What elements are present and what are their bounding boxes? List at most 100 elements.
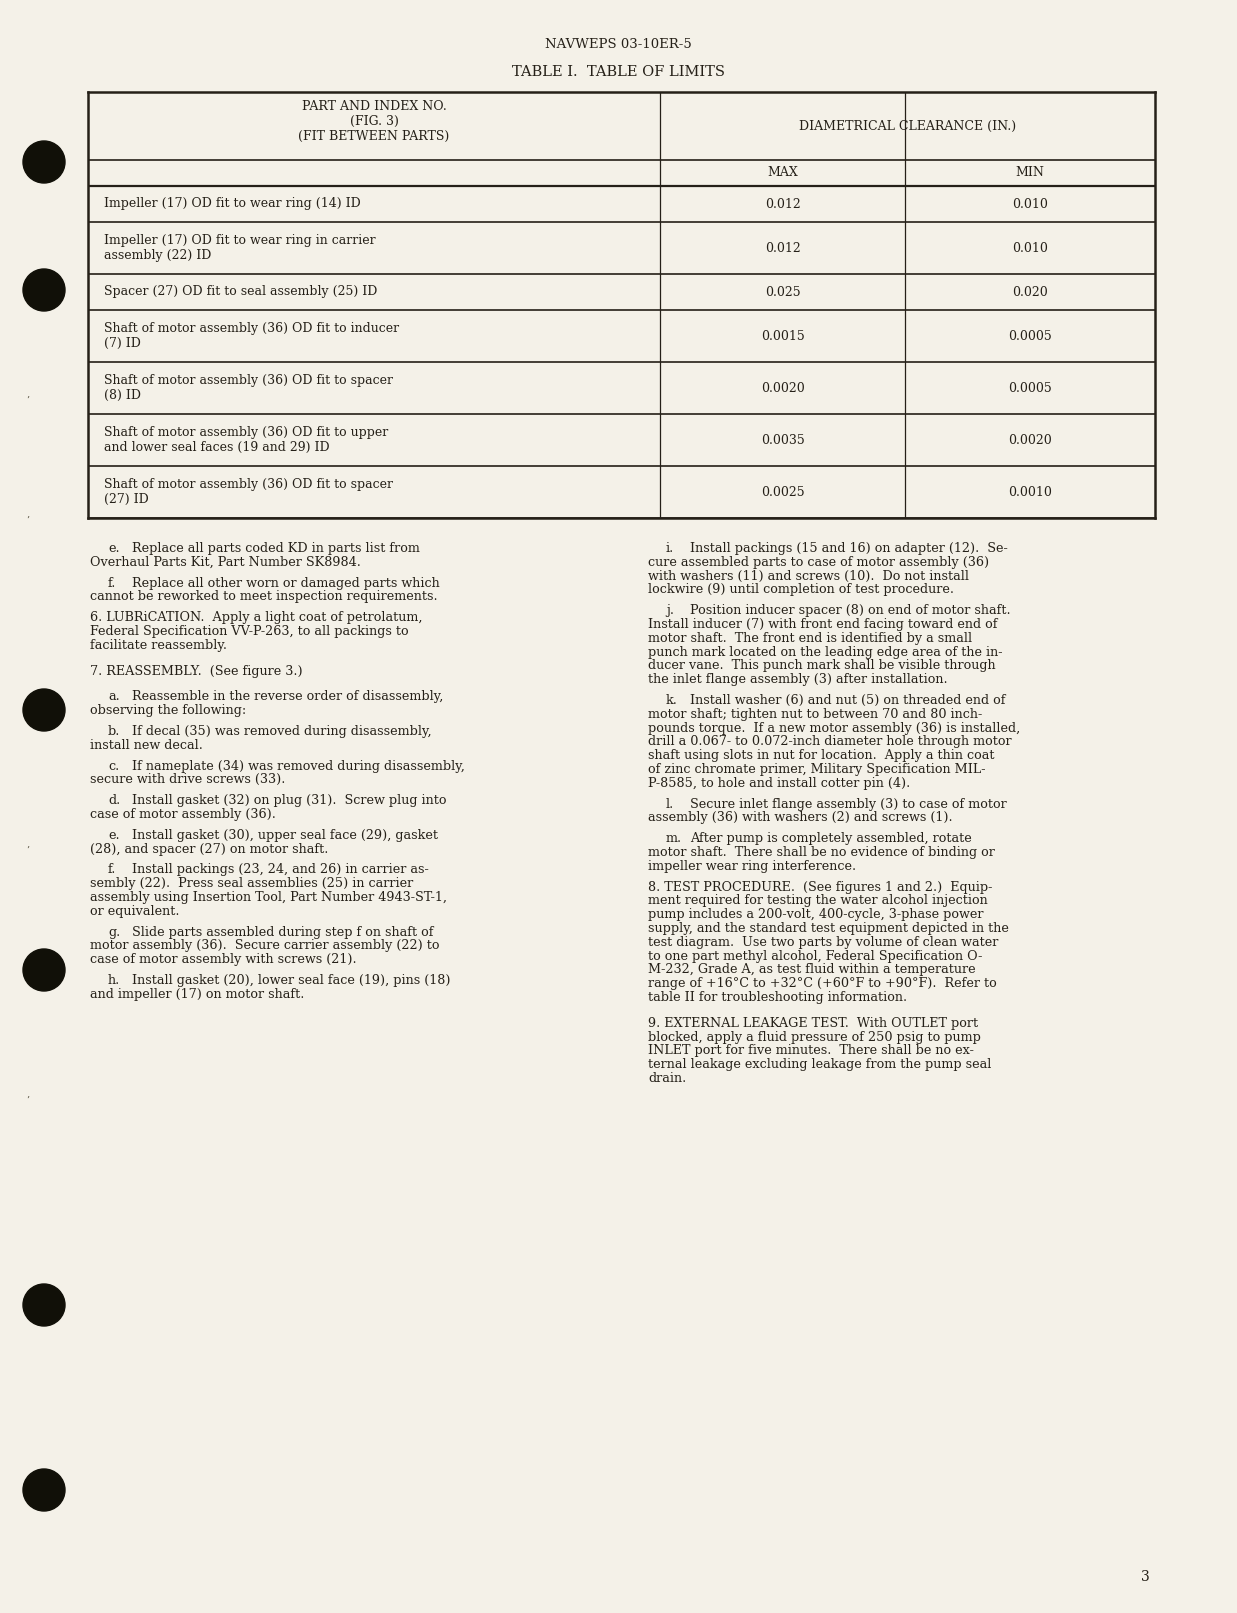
Text: punch mark located on the leading edge area of the in-: punch mark located on the leading edge a…: [648, 645, 1002, 658]
Text: to one part methyl alcohol, Federal Specification O-: to one part methyl alcohol, Federal Spec…: [648, 950, 982, 963]
Text: 9. EXTERNAL LEAKAGE TEST.  With OUTLET port: 9. EXTERNAL LEAKAGE TEST. With OUTLET po…: [648, 1016, 978, 1029]
Text: Impeller (17) OD fit to wear ring (14) ID: Impeller (17) OD fit to wear ring (14) I…: [104, 197, 361, 211]
Text: sembly (22).  Press seal assemblies (25) in carrier: sembly (22). Press seal assemblies (25) …: [90, 877, 413, 890]
Text: Shaft of motor assembly (36) OD fit to upper
and lower seal faces (19 and 29) ID: Shaft of motor assembly (36) OD fit to u…: [104, 426, 388, 453]
Text: e.: e.: [108, 829, 120, 842]
Text: 7. REASSEMBLY.  (See figure 3.): 7. REASSEMBLY. (See figure 3.): [90, 665, 303, 677]
Text: (28), and spacer (27) on motor shaft.: (28), and spacer (27) on motor shaft.: [90, 842, 328, 855]
Text: pump includes a 200-volt, 400-cycle, 3-phase power: pump includes a 200-volt, 400-cycle, 3-p…: [648, 908, 983, 921]
Text: Install gasket (30), upper seal face (29), gasket: Install gasket (30), upper seal face (29…: [132, 829, 438, 842]
Text: ment required for testing the water alcohol injection: ment required for testing the water alco…: [648, 894, 988, 908]
Text: pounds torque.  If a new motor assembly (36) is installed,: pounds torque. If a new motor assembly (…: [648, 721, 1021, 734]
Text: case of motor assembly (36).: case of motor assembly (36).: [90, 808, 276, 821]
Text: TABLE I.  TABLE OF LIMITS: TABLE I. TABLE OF LIMITS: [512, 65, 725, 79]
Text: Slide parts assembled during step f on shaft of: Slide parts assembled during step f on s…: [132, 926, 433, 939]
Text: d.: d.: [108, 794, 120, 806]
Text: facilitate reassembly.: facilitate reassembly.: [90, 639, 228, 652]
Text: Install gasket (32) on plug (31).  Screw plug into: Install gasket (32) on plug (31). Screw …: [132, 794, 447, 806]
Text: table II for troubleshooting information.: table II for troubleshooting information…: [648, 990, 907, 1003]
Circle shape: [24, 1284, 66, 1326]
Text: 0.0035: 0.0035: [761, 434, 804, 447]
Text: supply, and the standard test equipment depicted in the: supply, and the standard test equipment …: [648, 923, 1009, 936]
Text: Replace all parts coded KD in parts list from: Replace all parts coded KD in parts list…: [132, 542, 419, 555]
Text: drill a 0.067- to 0.072-inch diameter hole through motor: drill a 0.067- to 0.072-inch diameter ho…: [648, 736, 1012, 748]
Text: 0.010: 0.010: [1012, 197, 1048, 211]
Text: h.: h.: [108, 974, 120, 987]
Text: DIAMETRICAL CLEARANCE (IN.): DIAMETRICAL CLEARANCE (IN.): [799, 119, 1016, 132]
Text: 6. LUBRiCATION.  Apply a light coat of petrolatum,: 6. LUBRiCATION. Apply a light coat of pe…: [90, 611, 423, 624]
Text: secure with drive screws (33).: secure with drive screws (33).: [90, 773, 286, 787]
Text: Replace all other worn or damaged parts which: Replace all other worn or damaged parts …: [132, 576, 439, 590]
Text: the inlet flange assembly (3) after installation.: the inlet flange assembly (3) after inst…: [648, 673, 948, 686]
Text: MAX: MAX: [767, 166, 798, 179]
Text: P-8585, to hole and install cotter pin (4).: P-8585, to hole and install cotter pin (…: [648, 777, 910, 790]
Text: After pump is completely assembled, rotate: After pump is completely assembled, rota…: [690, 832, 972, 845]
Text: Spacer (27) OD fit to seal assembly (25) ID: Spacer (27) OD fit to seal assembly (25)…: [104, 286, 377, 298]
Text: m.: m.: [666, 832, 682, 845]
Text: 0.0005: 0.0005: [1008, 382, 1051, 395]
Text: Install packings (23, 24, and 26) in carrier as-: Install packings (23, 24, and 26) in car…: [132, 863, 429, 876]
Text: 0.025: 0.025: [764, 286, 800, 298]
Text: install new decal.: install new decal.: [90, 739, 203, 752]
Text: Install packings (15 and 16) on adapter (12).  Se-: Install packings (15 and 16) on adapter …: [690, 542, 1008, 555]
Text: cure assembled parts to case of motor assembly (36): cure assembled parts to case of motor as…: [648, 556, 990, 569]
Text: If decal (35) was removed during disassembly,: If decal (35) was removed during disasse…: [132, 724, 432, 739]
Text: If nameplate (34) was removed during disassembly,: If nameplate (34) was removed during dis…: [132, 760, 465, 773]
Text: ’: ’: [26, 845, 30, 855]
Text: shaft using slots in nut for location.  Apply a thin coat: shaft using slots in nut for location. A…: [648, 748, 995, 763]
Text: test diagram.  Use two parts by volume of clean water: test diagram. Use two parts by volume of…: [648, 936, 998, 948]
Text: ternal leakage excluding leakage from the pump seal: ternal leakage excluding leakage from th…: [648, 1058, 991, 1071]
Text: 3: 3: [1142, 1569, 1150, 1584]
Text: NAVWEPS 03-10ER-5: NAVWEPS 03-10ER-5: [546, 39, 691, 52]
Text: of zinc chromate primer, Military Specification MIL-: of zinc chromate primer, Military Specif…: [648, 763, 986, 776]
Text: or equivalent.: or equivalent.: [90, 905, 179, 918]
Text: 0.020: 0.020: [1012, 286, 1048, 298]
Text: Position inducer spacer (8) on end of motor shaft.: Position inducer spacer (8) on end of mo…: [690, 605, 1011, 618]
Text: Shaft of motor assembly (36) OD fit to spacer
(27) ID: Shaft of motor assembly (36) OD fit to s…: [104, 477, 393, 506]
Text: cannot be reworked to meet inspection requirements.: cannot be reworked to meet inspection re…: [90, 590, 438, 603]
Text: INLET port for five minutes.  There shall be no ex-: INLET port for five minutes. There shall…: [648, 1044, 974, 1058]
Text: Install gasket (20), lower seal face (19), pins (18): Install gasket (20), lower seal face (19…: [132, 974, 450, 987]
Text: Reassemble in the reverse order of disassembly,: Reassemble in the reverse order of disas…: [132, 690, 443, 703]
Text: Shaft of motor assembly (36) OD fit to spacer
(8) ID: Shaft of motor assembly (36) OD fit to s…: [104, 374, 393, 402]
Text: range of +16°C to +32°C (+60°F to +90°F).  Refer to: range of +16°C to +32°C (+60°F to +90°F)…: [648, 977, 997, 990]
Text: 0.010: 0.010: [1012, 242, 1048, 255]
Circle shape: [24, 269, 66, 311]
Text: ’: ’: [26, 1095, 30, 1105]
Text: f.: f.: [108, 863, 116, 876]
Circle shape: [24, 689, 66, 731]
Circle shape: [24, 1469, 66, 1511]
Text: M-232, Grade A, as test fluid within a temperature: M-232, Grade A, as test fluid within a t…: [648, 963, 976, 976]
Text: Federal Specification VV-P-263, to all packings to: Federal Specification VV-P-263, to all p…: [90, 624, 408, 639]
Text: 8. TEST PROCEDURE.  (See figures 1 and 2.)  Equip-: 8. TEST PROCEDURE. (See figures 1 and 2.…: [648, 881, 992, 894]
Text: ducer vane.  This punch mark shall be visible through: ducer vane. This punch mark shall be vis…: [648, 660, 996, 673]
Text: assembly using Insertion Tool, Part Number 4943-ST-1,: assembly using Insertion Tool, Part Numb…: [90, 890, 447, 903]
Circle shape: [24, 948, 66, 990]
Text: motor shaft; tighten nut to between 70 and 80 inch-: motor shaft; tighten nut to between 70 a…: [648, 708, 982, 721]
Text: motor assembly (36).  Secure carrier assembly (22) to: motor assembly (36). Secure carrier asse…: [90, 939, 439, 952]
Text: 0.012: 0.012: [764, 197, 800, 211]
Text: lockwire (9) until completion of test procedure.: lockwire (9) until completion of test pr…: [648, 584, 954, 597]
Text: assembly (36) with washers (2) and screws (1).: assembly (36) with washers (2) and screw…: [648, 811, 952, 824]
Text: and impeller (17) on motor shaft.: and impeller (17) on motor shaft.: [90, 987, 304, 1000]
Text: c.: c.: [108, 760, 119, 773]
Text: ’: ’: [26, 395, 30, 405]
Text: Shaft of motor assembly (36) OD fit to inducer
(7) ID: Shaft of motor assembly (36) OD fit to i…: [104, 323, 400, 350]
Text: motor shaft.  There shall be no evidence of binding or: motor shaft. There shall be no evidence …: [648, 845, 995, 860]
Text: impeller wear ring interference.: impeller wear ring interference.: [648, 860, 856, 873]
Text: case of motor assembly with screws (21).: case of motor assembly with screws (21).: [90, 953, 356, 966]
Text: 0.0020: 0.0020: [1008, 434, 1051, 447]
Text: b.: b.: [108, 724, 120, 739]
Text: drain.: drain.: [648, 1073, 687, 1086]
Text: 0.0005: 0.0005: [1008, 329, 1051, 342]
Text: e.: e.: [108, 542, 120, 555]
Text: k.: k.: [666, 694, 678, 706]
Circle shape: [24, 140, 66, 182]
Text: Overhaul Parts Kit, Part Number SK8984.: Overhaul Parts Kit, Part Number SK8984.: [90, 556, 361, 569]
Text: f.: f.: [108, 576, 116, 590]
Text: a.: a.: [108, 690, 120, 703]
Text: Impeller (17) OD fit to wear ring in carrier
assembly (22) ID: Impeller (17) OD fit to wear ring in car…: [104, 234, 376, 261]
Text: 0.012: 0.012: [764, 242, 800, 255]
Text: motor shaft.  The front end is identified by a small: motor shaft. The front end is identified…: [648, 632, 972, 645]
Text: MIN: MIN: [1016, 166, 1044, 179]
